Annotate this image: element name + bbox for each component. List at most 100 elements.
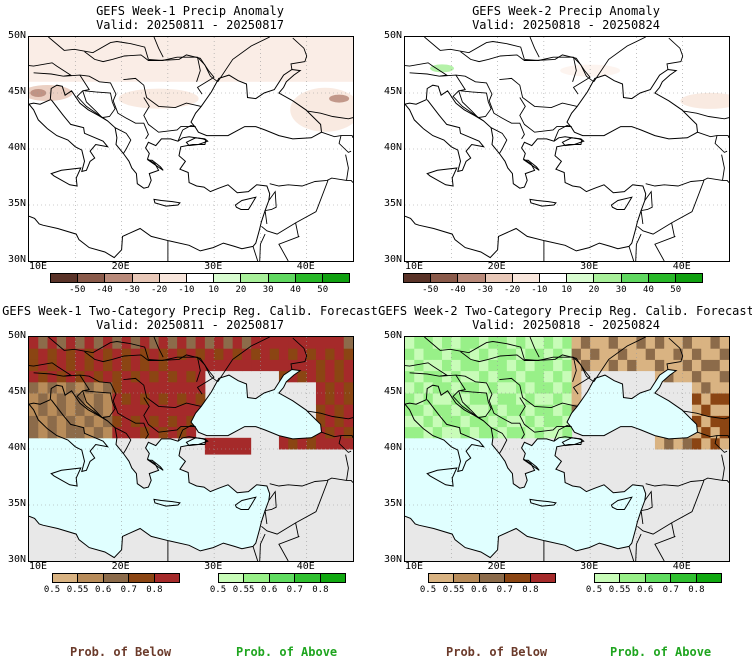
forecast-cell — [121, 381, 132, 394]
forecast-cell — [297, 437, 308, 450]
forecast-cell — [451, 359, 462, 372]
forecast-cell — [479, 359, 489, 372]
forecast-cell — [673, 437, 684, 450]
forecast-cell — [140, 370, 150, 383]
forecast-cell — [645, 337, 656, 349]
forecast-cell — [288, 348, 298, 360]
map-outlines — [405, 37, 729, 261]
country-border — [529, 37, 540, 58]
country-border — [82, 390, 116, 419]
colorbar-label: 0.7 — [120, 585, 137, 595]
forecast-cell — [701, 381, 711, 394]
forecast-cell — [315, 404, 326, 416]
forecast-cell — [204, 437, 252, 455]
sea-of-marmara-coast — [185, 437, 209, 447]
forecast-cell — [599, 348, 610, 360]
forecast-cell — [414, 370, 425, 383]
forecast-cell — [534, 337, 545, 349]
colorbar-swatch — [295, 574, 321, 582]
sea-of-marmara-coast — [185, 137, 209, 147]
forecast-cell — [691, 337, 702, 349]
country-border — [640, 190, 653, 225]
forecast-cell — [414, 348, 425, 360]
anomaly-patch — [290, 87, 353, 132]
forecast-cell — [460, 359, 471, 372]
map-gridlines — [405, 337, 729, 561]
forecast-cell — [571, 381, 582, 394]
forecast-cell — [186, 348, 197, 360]
anomaly-patch — [560, 64, 621, 77]
colorbar-label: 30 — [262, 285, 274, 295]
forecast-cell — [553, 393, 563, 405]
forecast-cell — [84, 393, 95, 405]
forecast-cell — [719, 381, 729, 394]
forecast-cell — [149, 337, 160, 349]
forecast-cell — [112, 426, 123, 439]
forecast-cell — [195, 348, 206, 360]
y-tick-label: 50N — [7, 30, 26, 41]
y-tick-label: 40N — [383, 142, 402, 153]
forecast-cell — [571, 348, 582, 360]
colorbar-swatch — [675, 274, 703, 282]
forecast-cell — [334, 370, 345, 383]
forecast-cell — [130, 415, 141, 428]
colorbar-swatch — [78, 274, 106, 282]
forecast-cell — [343, 426, 353, 439]
forecast-cell — [691, 437, 702, 450]
forecast-cell — [451, 426, 462, 439]
forecast-cell — [38, 381, 49, 394]
forecast-cell — [543, 359, 554, 372]
country-border — [628, 546, 635, 561]
forecast-cell — [719, 415, 729, 428]
forecast-cell — [112, 370, 123, 383]
colorbar-swatch — [154, 574, 180, 582]
colorbar-swatch — [241, 274, 269, 282]
forecast-cell — [664, 370, 674, 383]
forecast-cell — [432, 359, 443, 372]
forecast-cell — [38, 426, 49, 439]
forecast-cell — [497, 415, 508, 428]
forecast-cell — [195, 381, 206, 394]
forecast-cell — [580, 348, 591, 360]
country-border — [637, 180, 705, 235]
forecast-cell — [645, 348, 656, 360]
forecast-cell — [543, 381, 554, 394]
colorbar-swatch — [567, 274, 595, 282]
forecast-cell — [497, 381, 508, 394]
forecast-cell — [186, 404, 197, 416]
forecast-cell — [682, 437, 693, 450]
black-sea-coast — [566, 368, 699, 440]
country-border — [499, 377, 578, 409]
forecast-cell — [121, 404, 132, 416]
forecast-cell — [590, 337, 600, 349]
forecast-cell — [177, 404, 187, 416]
forecast-cell — [177, 337, 187, 349]
forecast-cell — [325, 415, 335, 428]
forecast-cell — [423, 404, 434, 416]
forecast-cell — [75, 381, 86, 394]
forecast-cell — [214, 348, 224, 360]
country-border — [440, 74, 525, 140]
forecast-cell — [691, 393, 702, 405]
sea-of-marmara-coast — [561, 137, 585, 147]
forecast-cell — [553, 415, 563, 428]
forecast-cell — [682, 348, 693, 360]
panel-title: GEFS Week-1 Precip Anomaly — [96, 4, 284, 18]
forecast-cell — [140, 359, 150, 372]
forecast-cell — [534, 393, 545, 405]
forecast-cell — [654, 437, 665, 450]
forecast-cell — [177, 393, 187, 405]
forecast-cell — [167, 348, 178, 360]
forecast-cell — [112, 415, 123, 428]
forecast-cell — [56, 359, 67, 372]
anomaly-colorbar — [50, 273, 350, 283]
legend-below-title-right: Prob. of Below — [446, 645, 548, 659]
forecast-cell — [167, 359, 178, 372]
country-border — [177, 429, 184, 442]
country-border — [338, 135, 352, 153]
country-border — [217, 337, 270, 383]
forecast-cell — [673, 348, 684, 360]
forecast-cell — [701, 359, 711, 372]
forecast-cell — [682, 370, 693, 383]
forecast-cell — [343, 437, 353, 450]
